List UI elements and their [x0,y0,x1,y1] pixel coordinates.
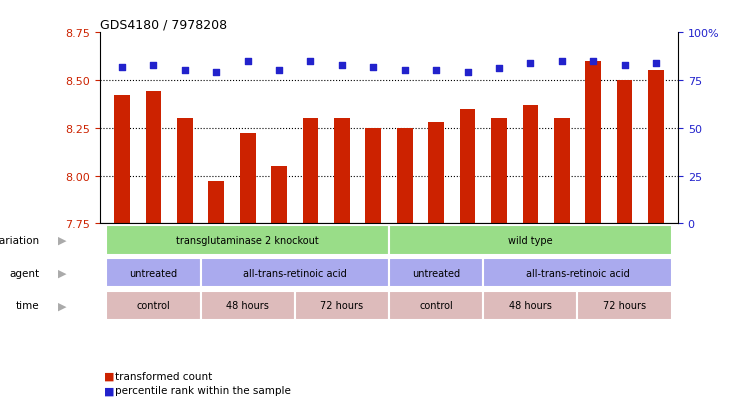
Bar [240,134,256,224]
Point [431,68,442,74]
Text: transglutaminase 2 knockout: transglutaminase 2 knockout [176,235,319,245]
Bar [201,291,295,320]
Bar [389,291,483,320]
Text: agent: agent [9,268,39,278]
Text: 72 hours: 72 hours [320,301,364,311]
Bar [365,128,381,224]
Bar [397,128,413,224]
Bar [577,291,672,320]
Point [650,60,662,67]
Point [619,62,631,69]
Text: transformed count: transformed count [115,371,212,381]
Bar [271,166,287,224]
Bar [389,258,483,288]
Point [147,62,159,69]
Point [556,58,568,65]
Bar [522,106,538,224]
Text: genotype/variation: genotype/variation [0,235,39,245]
Bar [389,225,672,255]
Point [462,70,473,76]
Bar [648,71,664,224]
Bar [302,119,319,224]
Point [368,64,379,71]
Text: untreated: untreated [130,268,178,278]
Bar [585,62,601,224]
Point [336,62,348,69]
Bar [106,258,201,288]
Point [273,68,285,74]
Point [116,64,128,71]
Text: time: time [16,301,39,311]
Text: ▶: ▶ [59,268,67,278]
Text: ■: ■ [104,371,114,381]
Text: GDS4180 / 7978208: GDS4180 / 7978208 [100,19,227,32]
Bar [208,182,224,224]
Text: wild type: wild type [508,235,553,245]
Bar [459,109,476,224]
Bar [334,119,350,224]
Text: control: control [136,301,170,311]
Bar [428,123,444,224]
Text: percentile rank within the sample: percentile rank within the sample [115,385,290,395]
Bar [201,258,389,288]
Text: 72 hours: 72 hours [603,301,646,311]
Text: ▶: ▶ [59,235,67,245]
Text: control: control [419,301,453,311]
Point [588,58,599,65]
Point [525,60,536,67]
Point [179,68,190,74]
Bar [177,119,193,224]
Bar [483,258,672,288]
Text: all-trans-retinoic acid: all-trans-retinoic acid [243,268,347,278]
Bar [295,291,389,320]
Text: all-trans-retinoic acid: all-trans-retinoic acid [525,268,629,278]
Text: untreated: untreated [412,268,460,278]
Bar [106,291,201,320]
Bar [145,92,162,224]
Bar [617,81,633,224]
Text: ▶: ▶ [59,301,67,311]
Bar [106,225,389,255]
Point [242,58,253,65]
Text: 48 hours: 48 hours [509,301,552,311]
Point [305,58,316,65]
Bar [554,119,570,224]
Text: ■: ■ [104,385,114,395]
Bar [491,119,507,224]
Bar [483,291,577,320]
Point [399,68,411,74]
Point [493,66,505,73]
Text: 48 hours: 48 hours [226,301,269,311]
Point [210,70,222,76]
Bar [114,96,130,224]
